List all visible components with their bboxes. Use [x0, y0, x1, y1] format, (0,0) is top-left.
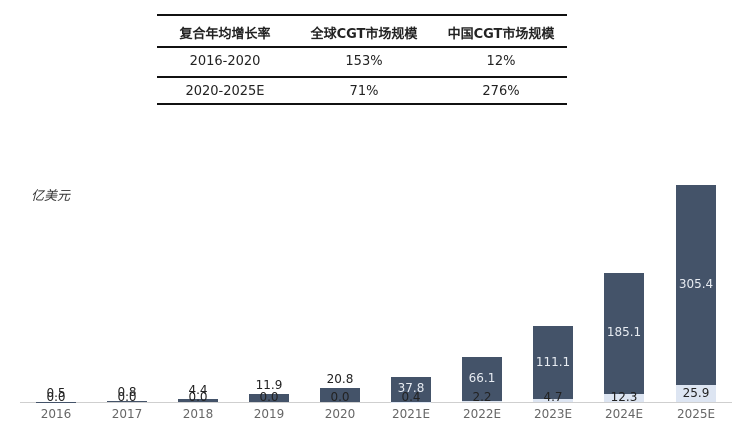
header-china: 中国CGT市场规模: [447, 26, 555, 42]
table-cell: 2016-2020: [189, 53, 261, 69]
x-tick-label: 2020: [324, 407, 356, 421]
value-label-china: 12.3: [610, 390, 638, 404]
table-row-rule: [157, 76, 567, 78]
x-tick-label: 2022E: [462, 407, 502, 421]
value-label-china: 0.0: [117, 390, 137, 404]
x-tick-label: 2016: [40, 407, 72, 421]
x-tick-label: 2025E: [676, 407, 716, 421]
value-label-china: 4.7: [543, 390, 563, 404]
value-label-global: 66.1: [468, 370, 496, 385]
bar-global: [320, 388, 360, 402]
value-label-china: 0.0: [259, 390, 279, 404]
value-label-china: 0.0: [330, 390, 350, 404]
x-tick-label: 2017: [111, 407, 143, 421]
x-axis-line: [20, 402, 732, 403]
value-label-global: 0.5: [46, 385, 66, 400]
header-cagr: 复合年均增长率: [179, 26, 271, 42]
table-header-rule: [157, 46, 567, 48]
x-tick-label: 2018: [182, 407, 214, 421]
table-bottom-rule: [157, 103, 567, 105]
table-cell: 276%: [482, 83, 520, 99]
bar-global: [462, 357, 502, 401]
bar-global: [107, 401, 147, 402]
bar-china: [462, 400, 502, 402]
unit-label: 亿美元: [31, 189, 71, 204]
value-label-global: 0.8: [117, 385, 137, 400]
bar-global: [676, 184, 716, 386]
value-label-global: 20.8: [326, 372, 354, 387]
bar-global: [178, 399, 218, 402]
bar-china: [533, 398, 573, 402]
table-cell: 12%: [486, 53, 516, 69]
x-tick-label: 2024E: [604, 407, 644, 421]
x-tick-label: 2019: [253, 407, 285, 421]
value-label-global: 111.1: [535, 354, 571, 369]
bar-global: [604, 272, 644, 394]
bar-global: [391, 376, 431, 402]
value-label-global: 305.4: [678, 277, 714, 292]
header-global: 全球CGT市场规模: [310, 26, 418, 42]
value-label-china: 0.0: [188, 390, 208, 404]
x-tick-label: 2021E: [391, 407, 431, 421]
bar-global: [533, 326, 573, 399]
bar-global: [249, 394, 289, 402]
table-cell: 153%: [345, 53, 383, 69]
value-label-global: 37.8: [397, 381, 425, 396]
value-label-china: 25.9: [682, 386, 710, 401]
table-row: 2020-2025E 71% 276%: [157, 75, 567, 107]
table-cell: 71%: [349, 83, 379, 99]
value-label-global: 4.4: [188, 383, 208, 398]
x-tick-label: 2023E: [533, 407, 573, 421]
value-label-china: 0.4: [401, 390, 421, 404]
bar-china: [604, 393, 644, 402]
value-label-global: 185.1: [606, 325, 642, 340]
value-label-china: 0.0: [46, 390, 66, 404]
table-top-rule: [157, 14, 567, 16]
bar-china: [676, 385, 716, 402]
table-header-row: 复合年均增长率 全球CGT市场规模 中国CGT市场规模: [157, 16, 567, 48]
value-label-china: 2.2: [472, 390, 492, 404]
table-row: 2016-2020 153% 12%: [157, 45, 567, 77]
value-label-global: 11.9: [255, 378, 283, 393]
table-cell: 2020-2025E: [185, 83, 265, 99]
